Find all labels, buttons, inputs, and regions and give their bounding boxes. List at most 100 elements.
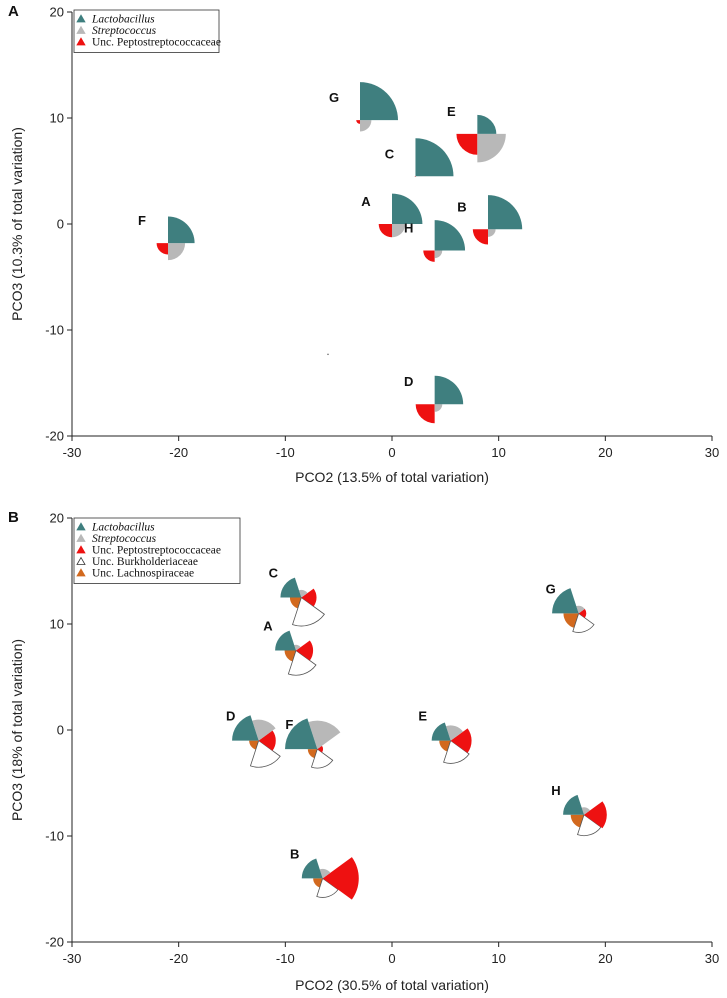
wedge-unc-peptostreptococcaceae — [317, 745, 324, 753]
x-tick-label: 20 — [598, 445, 612, 460]
y-tick-label: 10 — [50, 111, 64, 126]
wedge-lactobacillus — [232, 715, 259, 741]
point-label: G — [329, 90, 339, 105]
x-tick-label: 30 — [705, 951, 719, 966]
point-glyph-E: E — [447, 104, 506, 163]
wedge-streptococcus — [415, 176, 417, 178]
y-tick-label: 0 — [57, 217, 64, 232]
legend-label: Streptococcus — [92, 533, 157, 545]
wedge-unc-peptostreptococcaceae — [584, 801, 607, 829]
point-label: A — [263, 619, 273, 634]
wedge-lactobacillus — [434, 220, 466, 251]
wedge-unc-burkholderiaceae — [577, 814, 602, 837]
legend-label: Lactobacillus — [91, 522, 155, 534]
y-tick-label: -20 — [45, 935, 64, 950]
point-label: E — [418, 709, 427, 724]
wedge-lactobacillus — [477, 114, 497, 134]
y-tick-label: -20 — [45, 429, 64, 444]
y-tick-label: -10 — [45, 829, 64, 844]
point-glyph-A: A — [361, 193, 423, 238]
wedge-lactobacillus — [360, 82, 398, 121]
wedge-unc-peptostreptococcaceae — [450, 728, 472, 753]
wedge-lactobacillus — [280, 577, 302, 598]
x-tick-label: -30 — [63, 951, 82, 966]
wedge-unc-burkholderiaceae — [249, 739, 281, 768]
y-tick-label: 10 — [50, 617, 64, 632]
wedge-unc-peptostreptococcaceae — [578, 608, 587, 618]
x-tick-label: -20 — [169, 445, 188, 460]
x-tick-label: -10 — [276, 951, 295, 966]
legend-swatch — [76, 556, 86, 565]
wedge-streptococcus — [581, 807, 591, 815]
wedge-streptococcus — [576, 605, 585, 614]
x-tick-label: -10 — [276, 445, 295, 460]
x-tick-label: 0 — [388, 445, 395, 460]
point-glyph-A: A — [263, 619, 317, 676]
wedge-unc-burkholderiaceae — [310, 748, 334, 769]
point-label: B — [290, 846, 299, 861]
point-label: H — [551, 783, 560, 798]
wedge-unc-peptostreptococcaceae — [156, 243, 168, 255]
panel-label: A — [8, 3, 19, 20]
legend-label: Unc. Peptostreptococcaceae — [92, 545, 221, 557]
wedge-unc-peptostreptococcaceae — [356, 120, 360, 124]
wedge-streptococcus — [168, 243, 186, 261]
legend-swatch — [76, 568, 86, 577]
point-label: H — [404, 221, 413, 236]
wedge-streptococcus — [488, 229, 496, 237]
wedge-lactobacillus — [301, 858, 323, 879]
point-glyph-D: D — [404, 374, 464, 424]
wedge-unc-peptostreptococcaceae — [378, 224, 392, 238]
x-tick-label: 10 — [491, 445, 505, 460]
wedge-lactobacillus — [563, 794, 584, 815]
legend-swatch — [76, 37, 86, 46]
legend-swatch — [76, 14, 86, 23]
wedge-streptococcus — [298, 589, 308, 598]
x-tick-label: -30 — [63, 445, 82, 460]
point-label: D — [226, 709, 235, 724]
wedge-lactobacillus — [552, 588, 579, 614]
y-tick-label: -10 — [45, 323, 64, 338]
point-glyph-C: C — [269, 566, 325, 627]
wedge-streptococcus — [477, 133, 506, 163]
wedge-unc-peptostreptococcaceae — [472, 229, 488, 245]
point-glyph-D: D — [226, 709, 281, 768]
point-label: C — [269, 566, 279, 581]
wedge-unc-peptostreptococcaceae — [415, 404, 435, 424]
point-glyph-F: F — [285, 717, 341, 769]
legend-swatch — [76, 533, 86, 542]
wedge-lactobacillus — [168, 216, 195, 244]
y-tick-label: 20 — [50, 511, 64, 526]
y-axis-label: PCO3 (10.3% of total variation) — [9, 127, 25, 321]
y-axis-label: PCO3 (18% of total variation) — [9, 639, 25, 821]
x-tick-label: 10 — [491, 951, 505, 966]
wedge-lactobacillus — [415, 138, 454, 177]
wedge-unc-burkholderiaceae — [292, 596, 325, 627]
wedge-streptococcus — [319, 868, 331, 879]
stray-dot — [327, 353, 329, 356]
point-glyph-G: G — [546, 581, 595, 633]
legend-swatch — [76, 522, 86, 531]
legend-label: Unc. Peptostreptococcaceae — [92, 37, 221, 49]
wedge-lactobacillus — [285, 718, 318, 750]
legend-swatch — [76, 545, 86, 554]
legend-label: Unc. Lachnospiraceae — [92, 568, 194, 580]
legend-label: Unc. Burkholderiaceae — [92, 556, 198, 568]
x-tick-label: 30 — [705, 445, 719, 460]
wedge-unc-peptostreptococcaceae — [414, 176, 416, 178]
point-glyph-B: B — [457, 195, 523, 245]
point-glyph-G: G — [329, 82, 398, 132]
wedge-streptococcus — [294, 644, 301, 651]
point-label: B — [457, 199, 466, 214]
wedge-unc-peptostreptococcaceae — [301, 588, 317, 607]
x-axis-label: PCO2 (13.5% of total variation) — [295, 469, 489, 485]
wedge-streptococcus — [360, 120, 372, 132]
wedge-streptococcus — [252, 719, 276, 741]
x-axis-label: PCO2 (30.5% of total variation) — [295, 977, 489, 993]
wedge-unc-burkholderiaceae — [316, 877, 339, 898]
panel-label: B — [8, 509, 19, 526]
wedge-unc-burkholderiaceae — [287, 649, 317, 676]
point-glyph-F: F — [138, 213, 195, 261]
wedge-lactobacillus — [275, 630, 296, 651]
